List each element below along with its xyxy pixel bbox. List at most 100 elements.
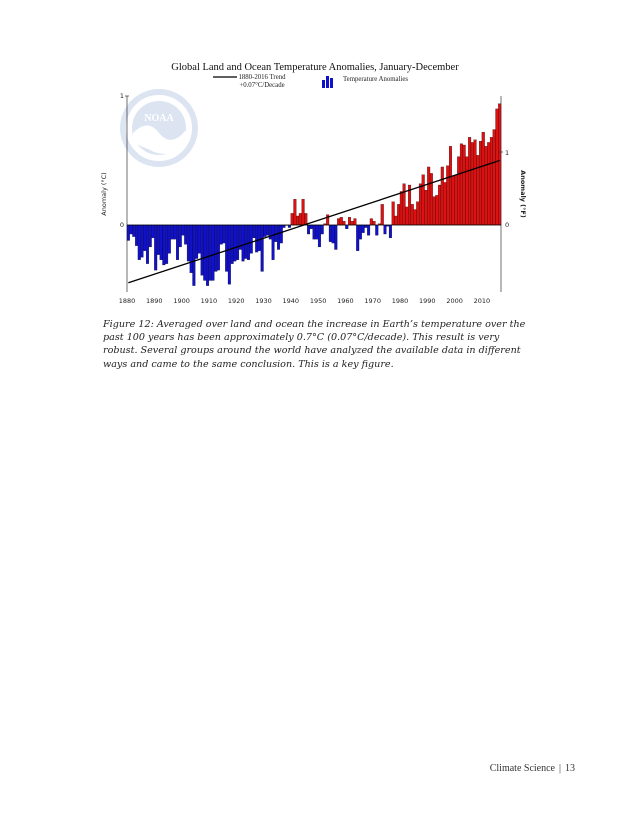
bar-2010 bbox=[481, 131, 485, 226]
bar-2011 bbox=[484, 146, 488, 226]
y-tick-right-0: 0 bbox=[505, 221, 509, 229]
bar-1891 bbox=[156, 224, 160, 255]
bar-1950 bbox=[317, 224, 321, 248]
bar-1925 bbox=[249, 224, 253, 254]
bar-1963 bbox=[353, 218, 357, 226]
bar-1899 bbox=[178, 224, 182, 248]
bar-1962 bbox=[350, 221, 354, 226]
bar-1979 bbox=[397, 204, 401, 226]
bar-1898 bbox=[176, 224, 179, 260]
bar-1969 bbox=[369, 218, 373, 226]
legend-bars-swatch bbox=[322, 76, 333, 88]
bar-1998 bbox=[449, 146, 452, 226]
bar-1929 bbox=[260, 224, 264, 272]
bar-1892 bbox=[159, 224, 163, 260]
bar-1889 bbox=[151, 224, 155, 239]
bar-1903 bbox=[189, 224, 193, 273]
bar-1902 bbox=[186, 224, 190, 262]
bar-1880 bbox=[126, 224, 130, 241]
bar-1993 bbox=[435, 195, 439, 226]
bar-1959 bbox=[342, 221, 346, 226]
noaa-logo-watermark: NOAA bbox=[120, 89, 198, 167]
bar-1949 bbox=[315, 224, 319, 240]
bar-1913 bbox=[216, 224, 220, 271]
bar-1966 bbox=[361, 224, 365, 233]
bar-1970 bbox=[372, 221, 376, 226]
bar-1991 bbox=[429, 173, 433, 226]
y-tick-left-1: 1 bbox=[120, 92, 124, 100]
bar-1942 bbox=[296, 215, 300, 226]
bar-2014 bbox=[492, 129, 496, 226]
bar-1936 bbox=[279, 224, 283, 244]
bar-1989 bbox=[424, 190, 428, 226]
bar-1954 bbox=[328, 224, 332, 242]
x-tick-1890: 1890 bbox=[146, 297, 163, 305]
bar-1928 bbox=[257, 224, 261, 251]
bar-1978 bbox=[394, 215, 398, 226]
bar-1957 bbox=[337, 218, 341, 226]
chart-title: Global Land and Ocean Temperature Anomal… bbox=[171, 62, 459, 73]
x-tick-2010: 2010 bbox=[474, 297, 491, 305]
bars-group bbox=[126, 103, 502, 286]
bar-1990 bbox=[427, 166, 431, 226]
bar-1992 bbox=[432, 196, 436, 226]
bar-1948 bbox=[312, 224, 316, 240]
bar-1906 bbox=[197, 224, 201, 254]
bar-1955 bbox=[331, 224, 335, 244]
bar-1890 bbox=[154, 224, 158, 271]
footer-separator: | bbox=[558, 763, 561, 774]
bar-1958 bbox=[339, 217, 343, 226]
bar-1900 bbox=[181, 224, 185, 236]
x-tick-1990: 1990 bbox=[419, 297, 436, 305]
x-tick-1880: 1880 bbox=[119, 297, 136, 305]
x-tick-1920: 1920 bbox=[228, 297, 245, 305]
bar-2004 bbox=[465, 156, 469, 226]
bar-1945 bbox=[304, 213, 308, 226]
bar-1886 bbox=[143, 224, 147, 251]
bar-1910 bbox=[208, 224, 212, 281]
bar-1986 bbox=[416, 201, 420, 226]
bar-1932 bbox=[268, 224, 272, 240]
bar-1951 bbox=[320, 224, 324, 235]
bar-1933 bbox=[271, 224, 275, 260]
bar-1923 bbox=[244, 224, 248, 259]
x-tick-1930: 1930 bbox=[255, 297, 272, 305]
legend-trend-label: 1880-2016 Trend bbox=[238, 74, 286, 81]
bar-1893 bbox=[162, 224, 166, 266]
bar-1915 bbox=[222, 224, 226, 244]
x-tick-2000: 2000 bbox=[446, 297, 463, 305]
bar-1935 bbox=[277, 224, 281, 250]
bar-1916 bbox=[225, 224, 229, 272]
bar-2008 bbox=[476, 155, 480, 226]
bar-1882 bbox=[132, 224, 136, 237]
temperature-anomaly-chart: Global Land and Ocean Temperature Anomal… bbox=[100, 62, 527, 305]
bar-1895 bbox=[167, 224, 171, 254]
bar-1920 bbox=[236, 224, 240, 260]
bar-1908 bbox=[203, 224, 207, 281]
bar-1912 bbox=[214, 224, 218, 272]
x-tick-1970: 1970 bbox=[364, 297, 381, 305]
bar-2001 bbox=[457, 156, 461, 226]
bar-1917 bbox=[227, 224, 231, 285]
bar-1960 bbox=[345, 224, 349, 229]
bar-1982 bbox=[405, 206, 409, 226]
bar-1946 bbox=[307, 224, 311, 235]
bar-1984 bbox=[410, 204, 414, 226]
bar-1981 bbox=[402, 183, 406, 226]
bar-1896 bbox=[170, 224, 174, 240]
bar-1881 bbox=[129, 224, 133, 235]
trend-line bbox=[128, 159, 500, 284]
bar-1968 bbox=[367, 224, 371, 236]
x-tick-1910: 1910 bbox=[201, 297, 218, 305]
bar-1964 bbox=[356, 224, 360, 251]
figure-caption: Figure 12: Averaged over land and ocean … bbox=[103, 319, 526, 370]
bar-1904 bbox=[192, 224, 196, 286]
bar-1988 bbox=[421, 174, 425, 226]
bar-1977 bbox=[391, 201, 395, 226]
bar-1894 bbox=[165, 224, 169, 264]
bar-1901 bbox=[184, 224, 188, 245]
bar-1911 bbox=[211, 224, 215, 281]
bar-2003 bbox=[462, 144, 466, 226]
x-ticks-group: 1880 1890 1900 1910 1920 1930 1940 1950 1960 1970… bbox=[119, 297, 490, 305]
bar-1973 bbox=[380, 204, 384, 226]
